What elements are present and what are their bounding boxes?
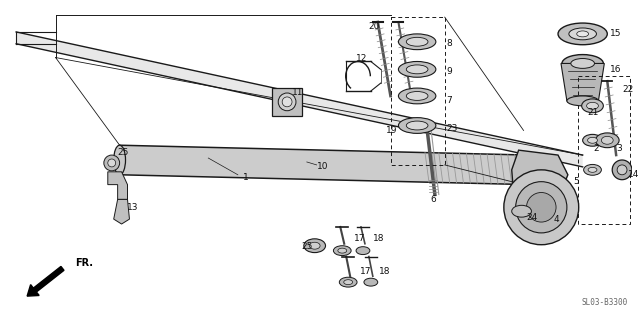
Text: 21: 21 xyxy=(588,108,599,117)
Text: SL03-B3300: SL03-B3300 xyxy=(582,298,628,307)
Polygon shape xyxy=(120,145,529,185)
Ellipse shape xyxy=(571,58,595,68)
Ellipse shape xyxy=(406,37,428,46)
Text: 9: 9 xyxy=(447,67,452,76)
Ellipse shape xyxy=(582,134,602,146)
Ellipse shape xyxy=(577,31,589,37)
Ellipse shape xyxy=(333,246,351,256)
Circle shape xyxy=(108,159,116,167)
Ellipse shape xyxy=(595,133,619,148)
Ellipse shape xyxy=(356,247,370,255)
Text: 15: 15 xyxy=(611,29,621,38)
Text: 11: 11 xyxy=(292,88,303,98)
Text: 20: 20 xyxy=(368,23,380,32)
Ellipse shape xyxy=(406,121,428,130)
Text: 14: 14 xyxy=(628,170,639,179)
Circle shape xyxy=(278,93,296,111)
Text: 5: 5 xyxy=(573,177,579,186)
Ellipse shape xyxy=(339,277,357,287)
Circle shape xyxy=(516,182,567,233)
Text: 2: 2 xyxy=(593,144,599,153)
Polygon shape xyxy=(561,63,604,101)
Text: 18: 18 xyxy=(373,234,384,243)
Text: 25: 25 xyxy=(301,242,312,251)
Text: FR.: FR. xyxy=(76,258,93,268)
Ellipse shape xyxy=(588,167,597,172)
Text: 10: 10 xyxy=(317,162,328,171)
Ellipse shape xyxy=(602,136,613,144)
Text: 25: 25 xyxy=(118,148,129,157)
Ellipse shape xyxy=(304,239,326,253)
Ellipse shape xyxy=(344,280,353,285)
Text: 23: 23 xyxy=(447,124,458,133)
Circle shape xyxy=(527,192,556,222)
FancyBboxPatch shape xyxy=(272,88,302,116)
Ellipse shape xyxy=(406,65,428,74)
Text: 1: 1 xyxy=(243,173,248,182)
Circle shape xyxy=(282,97,292,107)
Ellipse shape xyxy=(558,23,607,45)
Ellipse shape xyxy=(562,55,604,72)
Ellipse shape xyxy=(569,28,596,40)
Ellipse shape xyxy=(364,278,378,286)
Text: 19: 19 xyxy=(386,126,397,135)
Ellipse shape xyxy=(309,242,320,249)
Circle shape xyxy=(504,170,579,245)
Text: 16: 16 xyxy=(611,65,621,74)
Text: 3: 3 xyxy=(616,144,622,153)
Text: 6: 6 xyxy=(430,195,436,204)
Text: 17: 17 xyxy=(354,234,365,243)
Ellipse shape xyxy=(612,160,632,180)
Ellipse shape xyxy=(588,137,597,143)
Ellipse shape xyxy=(587,102,598,109)
Ellipse shape xyxy=(399,118,436,133)
Text: 12: 12 xyxy=(356,54,367,63)
Text: 7: 7 xyxy=(447,96,452,105)
Ellipse shape xyxy=(406,92,428,100)
Text: 8: 8 xyxy=(447,39,452,48)
Circle shape xyxy=(104,155,120,171)
Ellipse shape xyxy=(399,62,436,77)
Polygon shape xyxy=(512,150,568,209)
Ellipse shape xyxy=(584,164,602,175)
Ellipse shape xyxy=(512,205,531,217)
Ellipse shape xyxy=(338,248,347,253)
Polygon shape xyxy=(16,32,582,167)
Text: 22: 22 xyxy=(622,85,634,93)
Text: 24: 24 xyxy=(527,213,538,222)
Text: 4: 4 xyxy=(553,215,559,224)
Polygon shape xyxy=(108,172,127,199)
Text: 13: 13 xyxy=(127,203,138,212)
Ellipse shape xyxy=(399,34,436,50)
Ellipse shape xyxy=(582,99,604,113)
Ellipse shape xyxy=(567,96,598,106)
Ellipse shape xyxy=(617,165,627,175)
FancyArrow shape xyxy=(27,266,64,296)
Ellipse shape xyxy=(114,145,125,175)
Polygon shape xyxy=(114,199,129,224)
Ellipse shape xyxy=(399,88,436,104)
Text: 17: 17 xyxy=(360,267,371,276)
Text: 18: 18 xyxy=(379,267,390,276)
